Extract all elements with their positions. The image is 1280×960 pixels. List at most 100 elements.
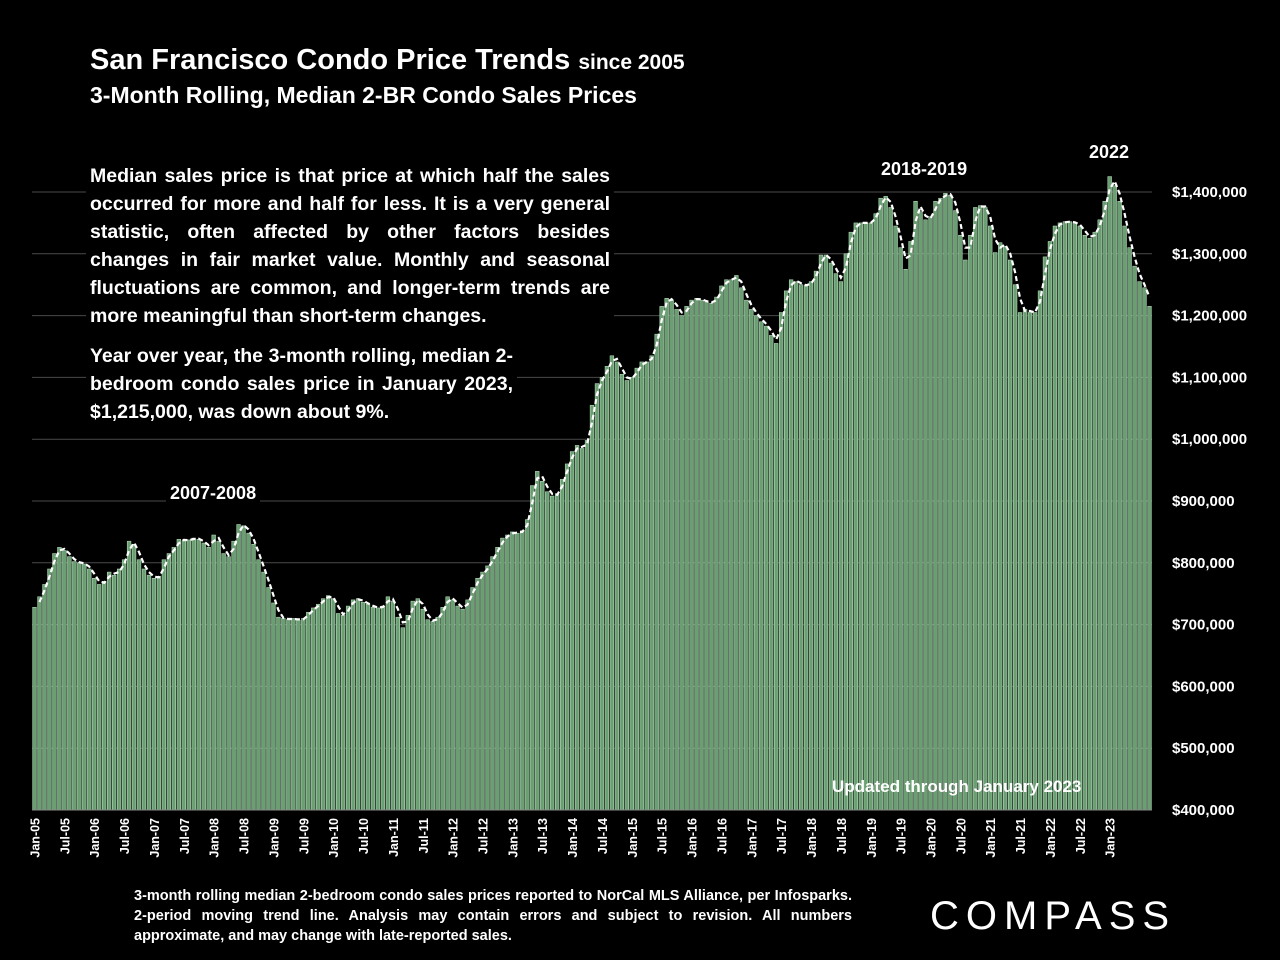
x-tick-label: Jan-15	[626, 818, 640, 858]
bar	[594, 383, 600, 811]
bar	[694, 298, 699, 811]
bar	[808, 281, 814, 811]
bar	[256, 559, 261, 811]
bar	[868, 222, 873, 811]
y-tick-label: $900,000	[1172, 493, 1235, 510]
bar	[798, 284, 804, 811]
x-tick-label: Jan-11	[387, 818, 401, 857]
bar	[724, 279, 729, 811]
bar	[619, 374, 625, 811]
y-tick-label: $1,400,000	[1172, 184, 1247, 201]
bar	[1137, 281, 1142, 811]
bar	[1012, 284, 1018, 811]
bar	[878, 197, 883, 811]
chart-trend-line-group	[38, 178, 1151, 624]
bar	[788, 279, 794, 811]
bar	[818, 254, 824, 811]
bar	[445, 596, 450, 811]
bar	[331, 598, 336, 811]
bar	[938, 197, 943, 811]
bar	[883, 196, 888, 811]
chart-x-axis: Jan-05 Jul-05 Jan-06 Jul-06 Jan-07 Jul-07 Jan-…	[28, 809, 1152, 858]
bar	[729, 279, 734, 811]
x-tick-label: Jul-17	[775, 818, 789, 854]
bar	[754, 315, 759, 811]
bar	[151, 578, 157, 811]
bar	[301, 618, 306, 811]
bar	[420, 608, 425, 811]
bar	[584, 440, 590, 811]
source-footnote: 3-month rolling median 2-bedroom condo s…	[134, 888, 852, 944]
bar	[739, 287, 744, 811]
bar	[1147, 306, 1152, 811]
bar	[564, 463, 570, 811]
bar	[102, 581, 107, 811]
bar	[156, 576, 162, 811]
bar	[395, 616, 401, 811]
bar	[1092, 231, 1097, 811]
bar	[176, 539, 181, 811]
bar	[898, 247, 903, 811]
bar	[803, 285, 809, 811]
bar	[530, 485, 535, 811]
bar	[111, 574, 117, 811]
bar	[679, 315, 684, 811]
bar	[913, 201, 918, 811]
bar	[1057, 222, 1063, 811]
bar	[311, 607, 316, 811]
y-tick-label: $1,300,000	[1172, 246, 1247, 263]
bar	[380, 605, 386, 811]
bar	[226, 556, 231, 811]
bar	[72, 561, 77, 811]
bar	[505, 534, 510, 811]
bar	[121, 559, 127, 811]
x-tick-label: Jan-21	[984, 818, 998, 858]
x-tick-label: Jul-12	[476, 818, 490, 854]
bar	[465, 599, 470, 811]
bar	[131, 544, 137, 811]
bar	[1132, 265, 1137, 811]
bar	[933, 201, 938, 811]
x-tick-label: Jul-10	[357, 818, 371, 854]
bar	[629, 377, 634, 811]
bar	[1027, 312, 1033, 811]
bar	[206, 547, 211, 811]
bar	[166, 553, 172, 811]
bar	[1047, 241, 1053, 811]
bar	[783, 290, 789, 811]
bar	[893, 225, 898, 811]
bar	[355, 598, 361, 811]
bar	[1037, 290, 1043, 811]
bar	[296, 620, 301, 811]
bar	[57, 547, 62, 811]
bar	[559, 479, 565, 811]
bar	[644, 361, 649, 811]
x-tick-label: Jul-08	[238, 818, 252, 854]
bar	[863, 222, 868, 811]
bar	[689, 299, 694, 811]
trend-line	[38, 178, 1151, 624]
bar	[983, 207, 988, 811]
bar	[1107, 176, 1112, 811]
bar	[191, 537, 196, 811]
bar	[97, 584, 102, 811]
bar	[943, 192, 948, 811]
bar	[579, 448, 585, 811]
bar	[490, 556, 495, 811]
bar	[1017, 312, 1023, 811]
bar	[236, 524, 241, 811]
bar	[574, 445, 580, 811]
y-tick-label: $1,000,000	[1172, 431, 1247, 448]
bar	[714, 296, 719, 811]
bar	[908, 241, 913, 811]
bar	[77, 562, 82, 811]
x-tick-label: Jan-19	[865, 818, 879, 858]
bar	[241, 525, 246, 811]
x-tick-label: Jul-16	[715, 818, 729, 854]
bar	[370, 607, 376, 811]
bar	[186, 539, 191, 811]
bar	[734, 275, 739, 811]
y-tick-label: $1,200,000	[1172, 308, 1247, 325]
bar	[475, 578, 480, 811]
bar	[1062, 221, 1068, 811]
